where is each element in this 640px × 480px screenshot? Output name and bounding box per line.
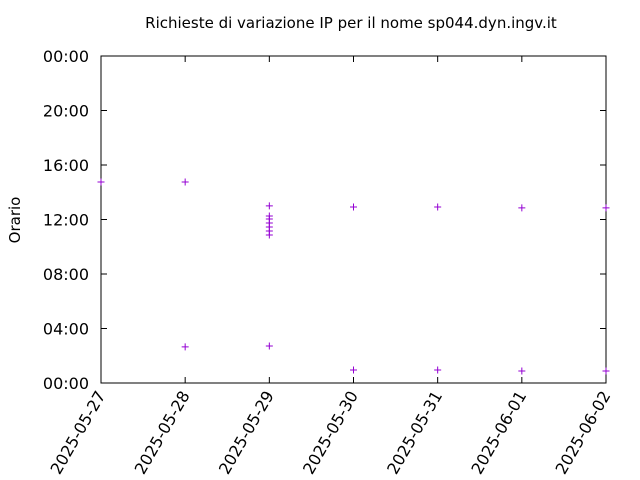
point	[434, 203, 442, 211]
y-tick-label: 16:00	[43, 156, 89, 175]
point	[265, 202, 273, 210]
point	[602, 367, 610, 375]
point	[181, 178, 189, 186]
point	[602, 204, 610, 212]
chart-title: Richieste di variazione IP per il nome s…	[145, 14, 557, 32]
point	[350, 203, 357, 211]
point	[265, 231, 273, 239]
y-tick-label: 20:00	[43, 102, 89, 121]
y-tick-label: 12:00	[43, 211, 89, 230]
point	[434, 366, 442, 374]
point	[518, 204, 526, 212]
y-tick-label: 00:00	[43, 47, 89, 66]
point	[181, 343, 189, 351]
point	[97, 178, 105, 186]
y-tick-label: 04:00	[43, 320, 89, 339]
point	[265, 342, 273, 350]
y-axis-label: Orario	[6, 197, 24, 244]
y-tick-label: 08:00	[43, 265, 89, 284]
y-tick-label: 00:00	[43, 374, 89, 393]
point	[518, 367, 526, 375]
point	[350, 366, 357, 374]
